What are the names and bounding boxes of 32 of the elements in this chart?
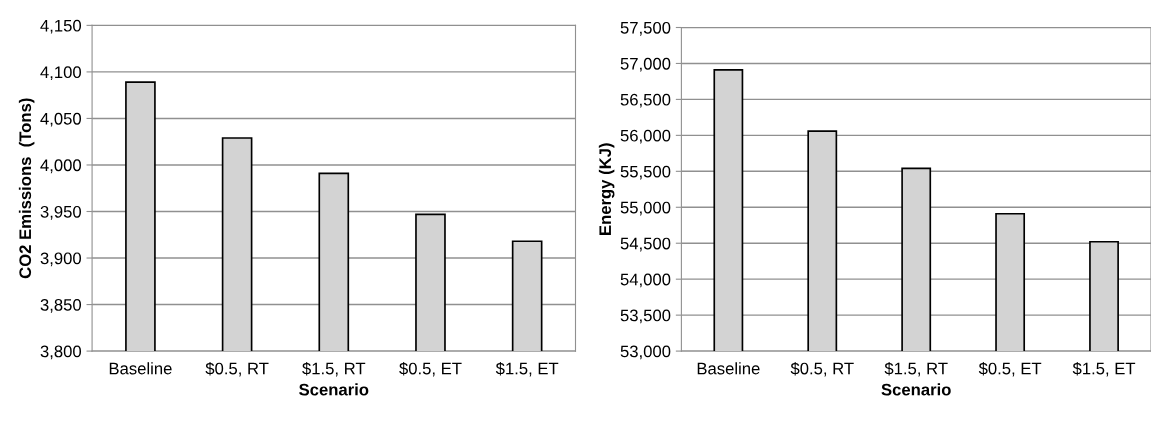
x-tick-label: $0.5, ET — [978, 361, 1042, 377]
y-axis-title: CO2 Emissions (Tons) — [18, 98, 35, 279]
x-tick-label: Baseline — [697, 362, 760, 375]
x-tick-label: $0.5, RT — [205, 361, 269, 377]
y-tick-label: 4,100 — [40, 66, 82, 81]
y-tick-label: 54,500 — [620, 237, 671, 252]
x-tick-label: Baseline — [109, 362, 172, 375]
y-tick-label: 53,500 — [620, 309, 671, 324]
y-tick-label: 3,800 — [40, 345, 82, 360]
y-tick-label: 3,850 — [40, 298, 82, 313]
x-axis-title: Scenario — [881, 383, 951, 396]
x-tick-label: $1.5, RT — [884, 361, 948, 377]
y-tick-label: 4,000 — [40, 159, 82, 174]
y-tick-label: 57,500 — [620, 21, 671, 36]
y-tick-label: 55,500 — [620, 165, 671, 180]
x-tick-label: $1.5, RT — [302, 361, 366, 377]
y-tick-label: 53,000 — [620, 345, 671, 360]
y-tick-label: 4,050 — [40, 112, 82, 127]
y-tick-label: 57,000 — [620, 57, 671, 72]
x-axis-title: Scenario — [299, 383, 369, 396]
x-tick-label: $0.5, RT — [790, 361, 854, 377]
y-axis-title: Energy (KJ) — [598, 143, 615, 235]
y-tick-label: 3,900 — [40, 252, 82, 267]
y-tick-label: 3,950 — [40, 205, 82, 220]
x-tick-label: $0.5, ET — [399, 361, 462, 377]
x-tick-label: $1.5, ET — [1072, 361, 1136, 377]
y-tick-label: 56,000 — [620, 129, 671, 144]
y-tick-label: 54,000 — [620, 273, 671, 288]
y-tick-label: 56,500 — [620, 93, 671, 108]
y-tick-label: 55,000 — [620, 201, 671, 216]
x-tick-label: $1.5, ET — [495, 361, 559, 377]
y-tick-label: 4,150 — [40, 19, 82, 34]
